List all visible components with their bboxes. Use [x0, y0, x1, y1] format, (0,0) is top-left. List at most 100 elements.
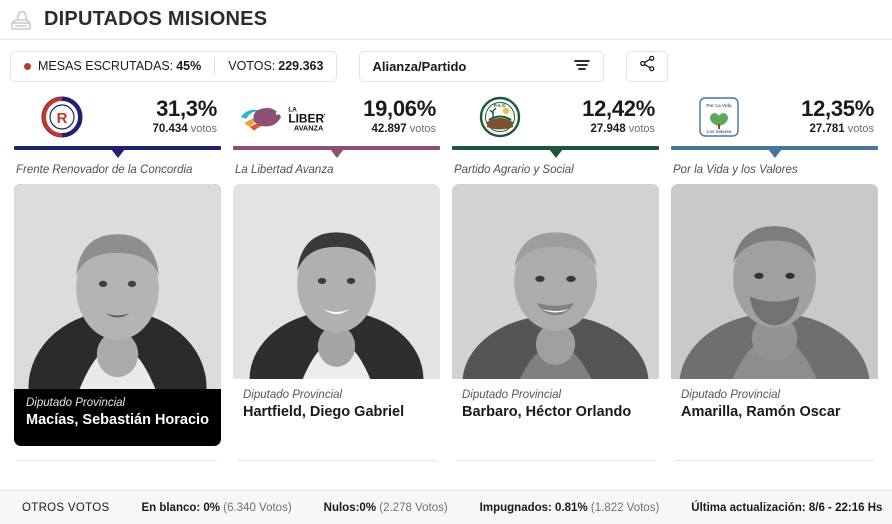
candidate-card-wrapper[interactable]: Diputado Provincial Macías, Sebastián Ho…: [8, 184, 227, 461]
tables-counted-value: 45%: [176, 59, 202, 73]
last-update: Última actualización: 8/6 - 22:16 Hs: [675, 502, 892, 514]
party-votes-word: votos: [628, 123, 655, 136]
party-column-por-la-vida-y-los-valores[interactable]: Por La Vida Los Valores 12,35% 27.781 vo…: [665, 92, 884, 176]
party-numbers: 12,35% 27.781 votos: [801, 98, 874, 136]
por-la-vida-y-los-valores-logo: Por La Vida Los Valores: [675, 96, 763, 138]
total-votes-value: 229.363: [278, 59, 324, 73]
share-button[interactable]: [626, 50, 669, 82]
blank-votes-label: En blanco: 0%: [141, 501, 221, 514]
candidate-caption: Diputado Provincial Barbaro, Héctor Orla…: [452, 379, 659, 420]
candidate-photo: [14, 184, 221, 389]
scrutiny-stats: MESAS ESCRUTADAS: 45% VOTOS: 229.363: [10, 50, 338, 82]
candidate-card-hartfield[interactable]: Diputado Provincial Hartfield, Diego Gab…: [233, 184, 440, 446]
party-percent: 31,3%: [156, 96, 217, 122]
filter-icon[interactable]: [573, 58, 591, 75]
candidate-caption: Diputado Provincial Macías, Sebastián Ho…: [14, 389, 221, 442]
null-votes-count: (2.278 Votos): [379, 501, 448, 514]
challenged-votes-count: (1.822 Votos): [590, 501, 660, 514]
party-summary: Por La Vida Los Valores 12,35% 27.781 vo…: [671, 92, 878, 142]
svg-text:Por La Vida: Por La Vida: [706, 103, 732, 108]
candidate-card-amarilla[interactable]: Diputado Provincial Amarilla, Ramón Osca…: [671, 184, 878, 446]
party-column-la-libertad-avanza[interactable]: LA LIBERTAD AVANZA 19,06% 42.897 votos: [227, 92, 446, 176]
partido-agrario-social-logo: P.A.S.: [456, 96, 544, 138]
party-percent: 12,35%: [801, 96, 874, 122]
svg-text:LIBERTAD: LIBERTAD: [288, 112, 325, 126]
party-name: Partido Agrario y Social: [454, 164, 574, 176]
null-votes: Nulos:0% (2.278 Votos): [308, 502, 464, 514]
tables-counted-label: MESAS ESCRUTADAS:: [38, 59, 174, 73]
candidate-name: Macías, Sebastián Horacio: [26, 412, 209, 428]
page-title: DIPUTADOS MISIONES: [44, 8, 268, 30]
blank-votes-count: (6.340 Votos): [223, 501, 292, 514]
party-votes-word: votos: [409, 123, 436, 136]
la-libertad-avanza-logo: LA LIBERTAD AVANZA: [237, 97, 325, 137]
party-votes-word: votos: [190, 123, 217, 136]
party-percent: 12,42%: [582, 96, 655, 122]
candidate-role: Diputado Provincial: [243, 389, 343, 401]
party-bar: [452, 146, 659, 158]
alliance-party-filter[interactable]: Alianza/Partido: [359, 50, 605, 82]
party-summary: P.A.S. 12,42% 27.948 votos: [452, 92, 659, 142]
party-votes: 27.781 votos: [801, 124, 874, 136]
frente-renovador-logo: R: [18, 96, 106, 138]
party-numbers: 12,42% 27.948 votos: [582, 98, 655, 136]
party-bar-fill: [14, 146, 221, 150]
candidate-role: Diputado Provincial: [681, 389, 781, 401]
svg-text:AVANZA: AVANZA: [294, 124, 324, 133]
party-votes-number: 27.781: [809, 123, 845, 136]
party-votes-number: 42.897: [371, 123, 407, 136]
last-update-value: 8/6 - 22:16 Hs: [808, 501, 883, 514]
last-update-label: Última actualización:: [691, 501, 806, 514]
candidate-card-barbaro[interactable]: Diputado Provincial Barbaro, Héctor Orla…: [452, 184, 659, 446]
candidate-photo: [233, 184, 440, 379]
party-column-frente-renovador[interactable]: R 31,3% 70.434 votos Frente Renovador de…: [8, 92, 227, 176]
blank-votes: En blanco: 0% (6.340 Votos): [125, 502, 307, 514]
summary-toolbar: MESAS ESCRUTADAS: 45% VOTOS: 229.363 Ali…: [0, 40, 892, 92]
party-votes: 70.434 votos: [152, 124, 217, 136]
other-votes-caption: OTROS VOTOS: [22, 501, 110, 514]
candidate-card-macias[interactable]: Diputado Provincial Macías, Sebastián Ho…: [14, 184, 221, 446]
party-bar-pointer-icon: [329, 149, 344, 158]
candidate-name: Hartfield, Diego Gabriel: [243, 404, 405, 420]
party-numbers: 31,3% 70.434 votos: [152, 98, 217, 136]
svg-text:R: R: [57, 110, 68, 127]
svg-text:P.A.S.: P.A.S.: [494, 103, 506, 108]
candidate-card-wrapper[interactable]: Diputado Provincial Barbaro, Héctor Orla…: [446, 184, 665, 461]
candidate-card-wrapper[interactable]: Diputado Provincial Hartfield, Diego Gab…: [227, 184, 446, 461]
card-divider: [237, 460, 436, 461]
card-divider: [456, 460, 655, 461]
candidate-role: Diputado Provincial: [26, 397, 126, 409]
party-votes-number: 70.434: [152, 123, 188, 136]
party-votes: 42.897 votos: [363, 124, 436, 136]
candidate-name: Barbaro, Héctor Orlando: [462, 404, 632, 420]
svg-text:LA: LA: [288, 107, 297, 114]
candidate-caption: Diputado Provincial Amarilla, Ramón Osca…: [671, 379, 878, 420]
candidate-caption: Diputado Provincial Hartfield, Diego Gab…: [233, 379, 440, 420]
party-name: La Libertad Avanza: [235, 164, 334, 176]
challenged-votes-label: Impugnados: 0.81%: [479, 501, 588, 514]
party-bar-pointer-icon: [548, 149, 563, 158]
challenged-votes: Impugnados: 0.81% (1.822 Votos): [464, 502, 676, 514]
total-votes-label: VOTOS:: [228, 59, 276, 73]
candidate-photo: [452, 184, 659, 379]
candidate-cards-row: Diputado Provincial Macías, Sebastián Ho…: [0, 176, 892, 461]
party-votes-word: votos: [847, 123, 874, 136]
filter-label: Alianza/Partido: [372, 58, 467, 74]
party-summary: LA LIBERTAD AVANZA 19,06% 42.897 votos: [233, 92, 440, 142]
svg-text:Los Valores: Los Valores: [707, 129, 732, 134]
candidate-card-wrapper[interactable]: Diputado Provincial Amarilla, Ramón Osca…: [665, 184, 884, 461]
party-bar-pointer-icon: [767, 149, 782, 158]
card-divider: [675, 460, 874, 461]
party-bar: [671, 146, 878, 158]
party-summary: R 31,3% 70.434 votos: [14, 92, 221, 142]
party-name: Frente Renovador de la Concordia: [16, 164, 193, 176]
card-divider: [18, 460, 217, 461]
party-name: Por la Vida y los Valores: [673, 164, 798, 176]
candidate-role: Diputado Provincial: [462, 389, 562, 401]
party-bar-fill: [233, 146, 440, 150]
candidate-name: Amarilla, Ramón Oscar: [681, 404, 841, 420]
party-numbers: 19,06% 42.897 votos: [363, 98, 436, 136]
party-column-partido-agrario-social[interactable]: P.A.S. 12,42% 27.948 votos Partido Agrar…: [446, 92, 665, 176]
live-indicator-icon: [24, 62, 31, 70]
